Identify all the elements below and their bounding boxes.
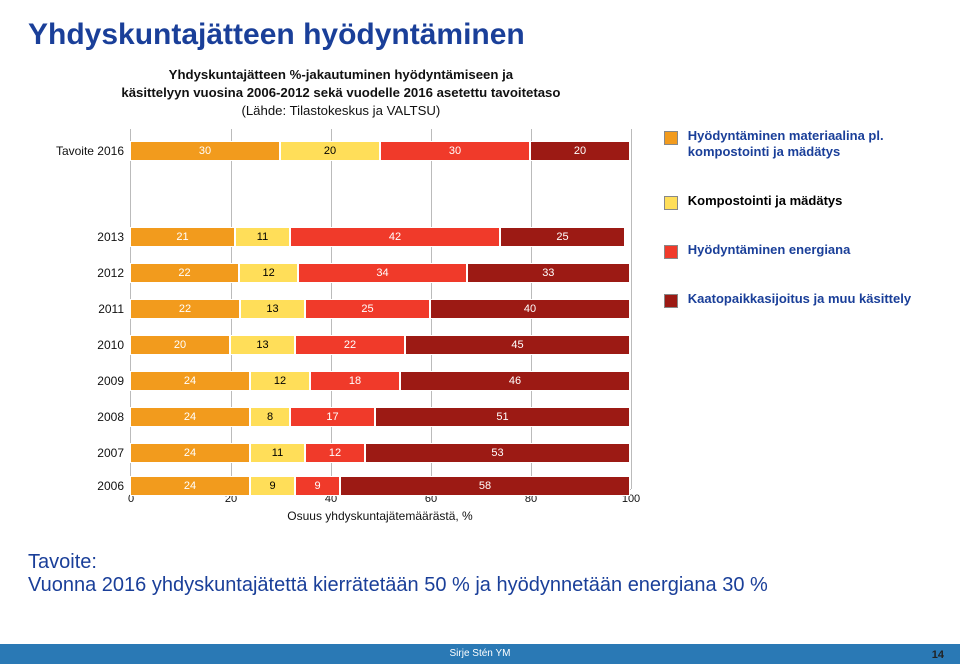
y-tick-label: 2010: [38, 338, 124, 352]
y-tick-label: 2009: [38, 374, 124, 388]
bar-segment: 24: [130, 443, 250, 463]
chart-title-line3: (Lähde: Tilastokeskus ja VALTSU): [241, 103, 440, 118]
bar-row: 24111253: [130, 443, 630, 463]
bar-segment: 22: [130, 263, 239, 283]
bar-segment: 17: [290, 407, 375, 427]
bar-segment: 51: [375, 407, 630, 427]
legend: Hyödyntäminen materiaalina pl. kompostoi…: [654, 66, 932, 489]
page-number: 14: [932, 649, 944, 661]
bar-segment: 8: [250, 407, 290, 427]
bar-segment: 9: [250, 476, 295, 496]
legend-label: Kompostointi ja mädätys: [688, 193, 843, 209]
chart-plot: 020406080100 Tavoite 2016201320122011201…: [38, 129, 638, 489]
y-tick-label: Tavoite 2016: [38, 144, 124, 158]
bar-segment: 34: [298, 263, 466, 283]
bar-segment: 21: [130, 227, 235, 247]
bar-segment: 11: [235, 227, 290, 247]
legend-item: Kompostointi ja mädätys: [664, 193, 932, 210]
slide-page: Yhdyskuntajätteen hyödyntäminen Yhdyskun…: [0, 0, 960, 664]
chart-title-line2: käsittelyyn vuosina 2006-2012 sekä vuode…: [121, 85, 560, 100]
bar-segment: 22: [295, 335, 405, 355]
y-tick-label: 2006: [38, 479, 124, 493]
page-title: Yhdyskuntajätteen hyödyntäminen: [28, 18, 932, 52]
bar-row: 20132245: [130, 335, 630, 355]
chart-area: Yhdyskuntajätteen %-jakautuminen hyödynt…: [28, 66, 654, 489]
chart-title-line1: Yhdyskuntajätteen %-jakautuminen hyödynt…: [169, 67, 513, 82]
goal-line2: Vuonna 2016 yhdyskuntajätettä kierrätetä…: [28, 574, 768, 596]
y-tick-label: 2008: [38, 410, 124, 424]
y-tick-label: 2013: [38, 230, 124, 244]
bar-row: 30203020: [130, 141, 630, 161]
goal-line1: Tavoite:: [28, 551, 97, 573]
bar-segment: 12: [250, 371, 310, 391]
bar-segment: 11: [250, 443, 305, 463]
x-axis-label: Osuus yhdyskuntajätemäärästä, %: [130, 509, 630, 523]
bar-segment: 24: [130, 407, 250, 427]
y-tick-label: 2011: [38, 302, 124, 316]
bar-segment: 9: [295, 476, 340, 496]
bar-segment: 20: [530, 141, 630, 161]
legend-swatch: [664, 131, 678, 145]
legend-swatch: [664, 245, 678, 259]
bar-segment: 53: [365, 443, 630, 463]
goal-text: Tavoite: Vuonna 2016 yhdyskuntajätettä k…: [28, 551, 932, 597]
bar-segment: 45: [405, 335, 630, 355]
bar-segment: 40: [430, 299, 630, 319]
bar-segment: 42: [290, 227, 500, 247]
legend-swatch: [664, 294, 678, 308]
bar-segment: 12: [305, 443, 365, 463]
bar-segment: 24: [130, 371, 250, 391]
bar-segment: 20: [130, 335, 230, 355]
bar-row: 21114225: [130, 227, 630, 247]
legend-swatch: [664, 196, 678, 210]
bar-row: 249958: [130, 476, 630, 496]
bar-segment: 58: [340, 476, 630, 496]
legend-item: Hyödyntäminen materiaalina pl. kompostoi…: [664, 128, 932, 161]
legend-label: Hyödyntäminen energiana: [688, 242, 851, 258]
bar-segment: 30: [380, 141, 530, 161]
bar-segment: 12: [239, 263, 298, 283]
bar-row: 22123433: [130, 263, 630, 283]
bar-row: 2481751: [130, 407, 630, 427]
y-tick-label: 2012: [38, 266, 124, 280]
y-tick-label: 2007: [38, 446, 124, 460]
bar-segment: 25: [305, 299, 430, 319]
bar-segment: 30: [130, 141, 280, 161]
bar-segment: 25: [500, 227, 625, 247]
legend-item: Hyödyntäminen energiana: [664, 242, 932, 259]
gridline: [631, 129, 632, 489]
bar-segment: 33: [467, 263, 630, 283]
bar-segment: 18: [310, 371, 400, 391]
chart-title: Yhdyskuntajätteen %-jakautuminen hyödynt…: [28, 66, 654, 119]
footer-bar: Sirje Stén YM: [0, 644, 960, 664]
legend-label: Hyödyntäminen materiaalina pl. kompostoi…: [688, 128, 932, 161]
bar-segment: 46: [400, 371, 630, 391]
bar-segment: 13: [230, 335, 295, 355]
bar-row: 24121846: [130, 371, 630, 391]
bar-row: 22132540: [130, 299, 630, 319]
legend-item: Kaatopaikkasijoitus ja muu käsittely: [664, 291, 932, 308]
y-axis-labels: Tavoite 2016 2013 2012 2011 2010 2009 2008 2007…: [38, 129, 124, 489]
bar-segment: 13: [240, 299, 305, 319]
bar-segment: 22: [130, 299, 240, 319]
bars-layer: 3020302021114225221234332213254020132245…: [130, 129, 630, 489]
content-row: Yhdyskuntajätteen %-jakautuminen hyödynt…: [28, 66, 932, 489]
bar-segment: 20: [280, 141, 380, 161]
bar-segment: 24: [130, 476, 250, 496]
legend-label: Kaatopaikkasijoitus ja muu käsittely: [688, 291, 911, 307]
